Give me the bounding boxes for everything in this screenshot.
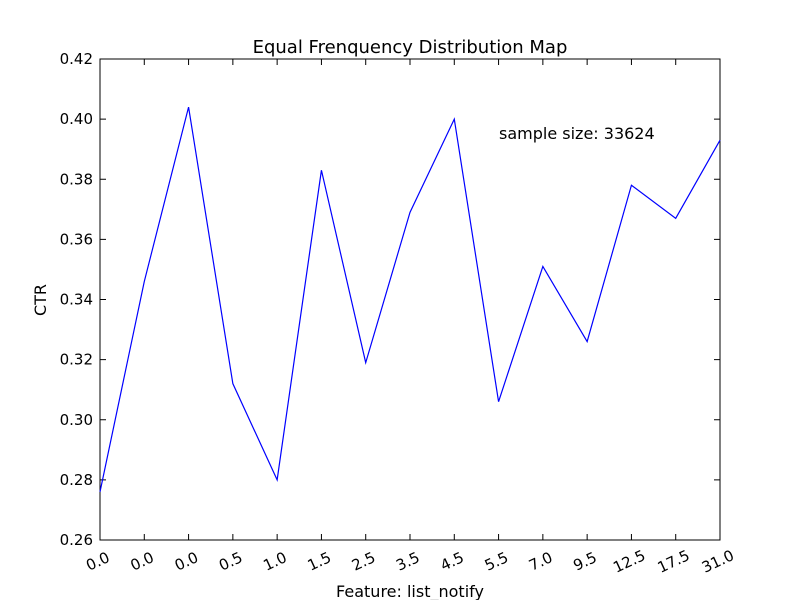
x-tick-label: 3.5 (393, 548, 422, 574)
data-point (409, 211, 412, 214)
y-tick-label: 0.36 (60, 230, 93, 248)
y-axis-title: CTR (31, 284, 50, 316)
data-point (541, 265, 544, 268)
x-axis-title: Feature: list_notify (336, 582, 484, 600)
x-tick-label: 2.5 (349, 548, 378, 574)
y-tick-label: 0.34 (60, 291, 93, 309)
data-point (674, 217, 677, 220)
x-tick-label: 4.5 (438, 548, 467, 574)
x-tick-label: 1.0 (260, 548, 289, 574)
data-points (99, 106, 722, 494)
x-tick-label: 31.0 (699, 546, 737, 576)
data-point (453, 118, 456, 121)
y-tick-label: 0.32 (60, 351, 93, 369)
x-tick-label: 0.5 (216, 548, 245, 574)
chart-title: Equal Frenquency Distribution Map (253, 37, 568, 58)
data-point (99, 490, 102, 493)
data-point (187, 106, 190, 109)
data-point (143, 280, 146, 283)
data-point (497, 400, 500, 403)
x-tick-label: 0.0 (172, 548, 201, 574)
x-tick-label: 5.5 (482, 548, 511, 574)
y-tick-label: 0.42 (60, 50, 93, 68)
x-tick-label: 17.5 (655, 546, 693, 576)
data-point (320, 169, 323, 172)
x-tick-label: 1.5 (305, 548, 334, 574)
x-tick-label: 9.5 (570, 548, 599, 574)
data-point (231, 382, 234, 385)
y-tick-label: 0.28 (60, 471, 93, 489)
y-tick-label: 0.40 (60, 110, 93, 128)
data-point (586, 340, 589, 343)
y-tick-label: 0.26 (60, 531, 93, 549)
y-tick-label: 0.38 (60, 170, 93, 188)
y-axis-ticks: 0.26 0.28 0.30 0.32 0.34 0.36 0.38 0.40 0.42 (60, 50, 720, 549)
series-line (99, 106, 721, 493)
x-tick-label: 0.0 (83, 548, 112, 574)
x-tick-label: 12.5 (610, 546, 648, 576)
y-tick-label: 0.30 (60, 411, 93, 429)
data-point (719, 139, 722, 142)
x-tick-label: 0.0 (128, 548, 157, 574)
sample-size-annotation: sample size: 33624 (499, 124, 655, 143)
data-point (276, 478, 279, 481)
x-tick-label: 7.0 (526, 548, 555, 574)
data-point (364, 361, 367, 364)
data-point (630, 184, 633, 187)
